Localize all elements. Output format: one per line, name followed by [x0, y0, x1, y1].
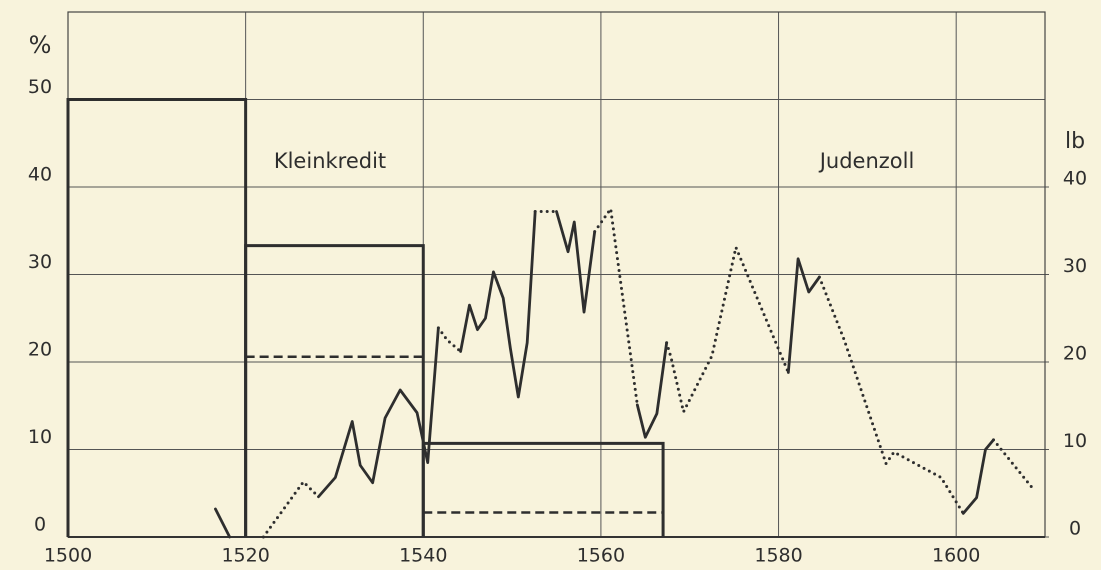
- y2-tick-label: 30: [1063, 255, 1087, 277]
- x-tick-label: 1580: [754, 545, 802, 567]
- step: [421, 441, 665, 537]
- y-tick-label: 30: [28, 251, 52, 273]
- x-tick-label: 1600: [932, 545, 980, 567]
- y2-tick-label: 40: [1063, 168, 1087, 190]
- y-tick-label: 20: [28, 339, 52, 361]
- y-tick-label: 0: [34, 514, 46, 536]
- x-tick-label: 1500: [44, 545, 92, 567]
- y-tick-label: 50: [28, 76, 52, 98]
- y-tick-label: 10: [28, 426, 52, 448]
- y2-tick-label: 20: [1063, 343, 1087, 365]
- line-series: [261, 207, 1034, 539]
- y-tick-label: 40: [28, 164, 52, 186]
- step: [244, 244, 425, 537]
- annotation: Kleinkredit: [274, 149, 386, 173]
- y2-tick-label: 10: [1063, 430, 1087, 452]
- x-tick-label: 1540: [399, 545, 447, 567]
- annotation: Judenzoll: [818, 149, 915, 173]
- y-axis-label: %: [29, 31, 52, 59]
- x-tick-label: 1560: [577, 545, 625, 567]
- y2-axis-label: lb: [1065, 129, 1085, 154]
- y2-tick-label: 0: [1069, 518, 1081, 540]
- x-tick-label: 1520: [221, 545, 269, 567]
- line-series: [214, 210, 995, 539]
